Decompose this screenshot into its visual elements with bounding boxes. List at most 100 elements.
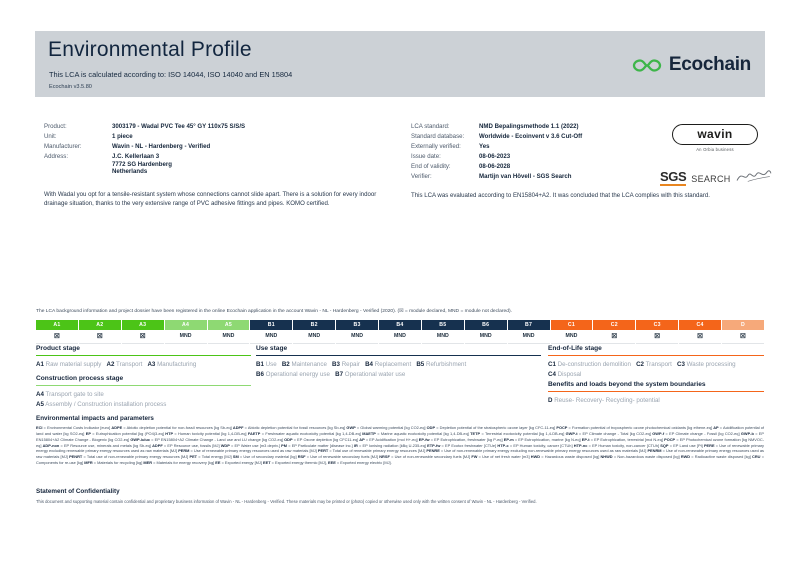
info-value-database: Worldwide - Ecoinvent v 3.6 Cut-Off (479, 133, 583, 140)
info-key: Address: (44, 153, 69, 160)
info-value-lca-standard: NMD Bepalingsmethode 1.1 (2022) (479, 123, 579, 130)
module-status: MND (464, 330, 507, 344)
info-key: Externally verified: (411, 143, 461, 150)
module-column-c4: C4 ☒ (679, 320, 722, 344)
module-status: MND (336, 330, 378, 344)
stage-items: A4 Transport gate to site A5 Assembly / C… (36, 391, 167, 409)
info-value-manufacturer: Wavin - NL - Hardenberg - Verified (112, 143, 211, 150)
address-line: Netherlands (112, 168, 148, 176)
header-band: Environmental Profile This LCA is calcul… (35, 31, 765, 97)
info-row-product: Product: 3003179 - Wadal PVC Tee 45° GY … (44, 123, 394, 131)
page-title: Environmental Profile (48, 38, 252, 61)
module-code: B2 (293, 320, 336, 330)
stage-items: C1 De-construction demolition C2 Transpo… (548, 361, 736, 379)
module-status: ☒ (679, 330, 721, 344)
stage-end-of-life: End-of-Life stage C1 De-construction dem… (548, 345, 764, 381)
info-key: Unit: (44, 133, 57, 140)
module-code: C2 (593, 320, 636, 330)
info-value-address: J.C. Kellerlaan 3 7772 SG Hardenberg Net… (112, 153, 172, 176)
wavin-tagline: An Orbia business (696, 146, 734, 152)
info-row-unit: Unit: 1 piece (44, 133, 394, 141)
stage-rule (36, 354, 251, 357)
ecochain-logo: Ecochain (632, 54, 751, 76)
module-status: ☒ (636, 330, 679, 344)
stage-construction: Construction process stage A4 Transport … (36, 375, 251, 411)
module-code: A5 (207, 320, 250, 330)
info-value-validity: 08-06-2028 (479, 163, 511, 170)
impacts-abbreviations: ECI = Environmental Costs Indicator [eur… (36, 425, 764, 466)
module-code: B4 (379, 320, 421, 330)
module-status: ☒ (78, 330, 121, 344)
module-column-d: D ☒ (722, 320, 764, 344)
module-code: B6 (464, 320, 507, 330)
info-key: Standard database: (411, 133, 465, 140)
module-code: A1 (36, 320, 78, 330)
stage-title: Product stage (36, 345, 80, 352)
stage-product: Product stage A1 Raw material supply A2 … (36, 345, 251, 370)
module-column-c3: C3 ☒ (636, 320, 680, 344)
info-key: Product: (44, 123, 67, 130)
module-column-c2: C2 ☒ (593, 320, 637, 344)
info-value-verified: Yes (479, 143, 490, 150)
module-column-a4: A4 MND (164, 320, 208, 344)
stage-items: A1 Raw material supply A2 Transport A3 M… (36, 361, 197, 369)
stage-title: End-of-Life stage (548, 345, 602, 352)
module-status: MND (507, 330, 550, 344)
module-column-a5: A5 MND (207, 320, 251, 344)
compliance-statement: This LCA was evaluated according to EN15… (411, 192, 710, 199)
module-status: ☒ (722, 330, 764, 344)
stage-rule (548, 354, 764, 357)
module-code: A4 (164, 320, 207, 330)
stage-title: Use stage (256, 345, 288, 352)
module-column-b3: B3 MND (336, 320, 379, 344)
module-status: ☒ (36, 330, 78, 344)
info-key: Verifier: (411, 173, 432, 180)
infinity-icon (632, 58, 662, 72)
stage-items: D Reuse- Recovery- Recycling- potential (548, 397, 660, 405)
stage-title: Construction process stage (36, 375, 124, 382)
module-column-a1: A1 ☒ (36, 320, 79, 344)
signature-icon (736, 170, 771, 182)
module-code: B5 (421, 320, 464, 330)
stage-items: B1 Use B2 Maintenance B3 Repair B4 Repla… (256, 361, 467, 379)
module-code: A2 (78, 320, 121, 330)
wavin-logo: wavin An Orbia business (672, 124, 758, 152)
module-code: C3 (636, 320, 679, 330)
module-status: MND (207, 330, 250, 344)
module-status: ☒ (593, 330, 636, 344)
module-code: B1 (250, 320, 293, 330)
module-status: MND (164, 330, 207, 344)
info-value-verifier: Martijn van Hövell - SGS Search (479, 173, 572, 180)
info-row-issue-date: Issue date: 08-06-2023 (411, 153, 661, 161)
info-row-address: Address: J.C. Kellerlaan 3 7772 SG Harde… (44, 153, 394, 176)
sgs-wordmark: SGS (660, 169, 687, 186)
module-code: D (722, 320, 764, 330)
module-status: MND (379, 330, 421, 344)
lifecycle-module-table: A1 ☒ A2 ☒ A3 ☒ A4 MND A5 MND B1 MND B2 MND B3 MND B4 MND B… (36, 320, 764, 344)
confidentiality-section: Statement of Confidentiality This docume… (36, 488, 764, 505)
info-key: Issue date: (411, 153, 441, 160)
confidentiality-body: This document and supporting material co… (36, 499, 537, 504)
module-status: MND (293, 330, 336, 344)
module-column-a3: A3 ☒ (121, 320, 165, 344)
lca-info-table: LCA standard: NMD Bepalingsmethode 1.1 (… (411, 123, 661, 183)
impacts-title: Environmental impacts and parameters (36, 415, 154, 422)
info-value-unit: 1 piece (112, 133, 133, 140)
info-row-verifier: Verifier: Martijn van Hövell - SGS Searc… (411, 173, 661, 181)
info-key: End of validity: (411, 163, 451, 170)
module-column-b6: B6 MND (464, 320, 508, 344)
address-line: 7772 SG Hardenberg (112, 160, 172, 168)
module-status: MND (550, 330, 593, 344)
module-column-c1: C1 MND (550, 320, 594, 344)
info-row-lca-standard: LCA standard: NMD Bepalingsmethode 1.1 (… (411, 123, 661, 131)
stage-benefits: Benefits and loads beyond the system bou… (548, 381, 764, 406)
stage-use: Use stage B1 Use B2 Maintenance B3 Repai… (256, 345, 541, 381)
module-code: C4 (679, 320, 721, 330)
info-row-manufacturer: Manufacturer: Wavin - NL - Hardenberg - … (44, 143, 394, 151)
info-row-database: Standard database: Worldwide - Ecoinvent… (411, 133, 661, 141)
module-code: A3 (121, 320, 164, 330)
module-column-b1: B1 MND (250, 320, 294, 344)
ecochain-wordmark: Ecochain (668, 54, 751, 75)
address-line: J.C. Kellerlaan 3 (112, 153, 160, 160)
